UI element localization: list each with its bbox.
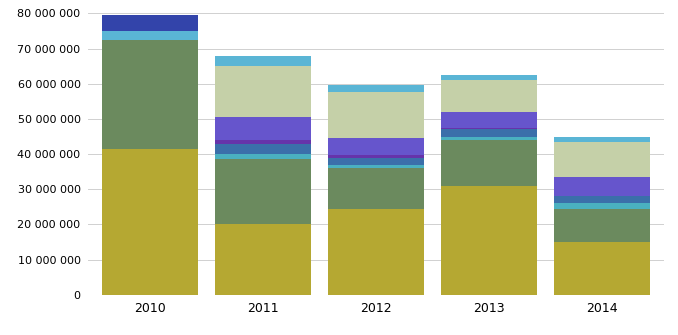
Bar [555, 177, 650, 196]
Bar [328, 158, 424, 165]
Bar [216, 144, 311, 154]
Bar [441, 130, 538, 137]
Bar [328, 138, 424, 155]
Bar [102, 40, 198, 149]
Bar [328, 155, 424, 158]
Bar [216, 159, 311, 224]
Bar [102, 15, 198, 31]
Bar [441, 80, 538, 112]
Bar [328, 168, 424, 209]
Bar [102, 31, 198, 40]
Bar [555, 137, 650, 142]
Bar [216, 224, 311, 295]
Bar [216, 66, 311, 117]
Bar [328, 209, 424, 295]
Bar [555, 203, 650, 209]
Bar [555, 142, 650, 177]
Bar [555, 209, 650, 242]
Bar [328, 85, 424, 92]
Bar [328, 165, 424, 168]
Bar [441, 75, 538, 80]
Bar [555, 242, 650, 295]
Bar [216, 117, 311, 140]
Bar [441, 140, 538, 186]
Bar [555, 196, 650, 203]
Bar [441, 112, 538, 128]
Bar [441, 137, 538, 140]
Bar [441, 128, 538, 130]
Bar [328, 92, 424, 138]
Bar [102, 149, 198, 295]
Bar [216, 56, 311, 66]
Bar [216, 140, 311, 144]
Bar [441, 186, 538, 295]
Bar [216, 154, 311, 159]
